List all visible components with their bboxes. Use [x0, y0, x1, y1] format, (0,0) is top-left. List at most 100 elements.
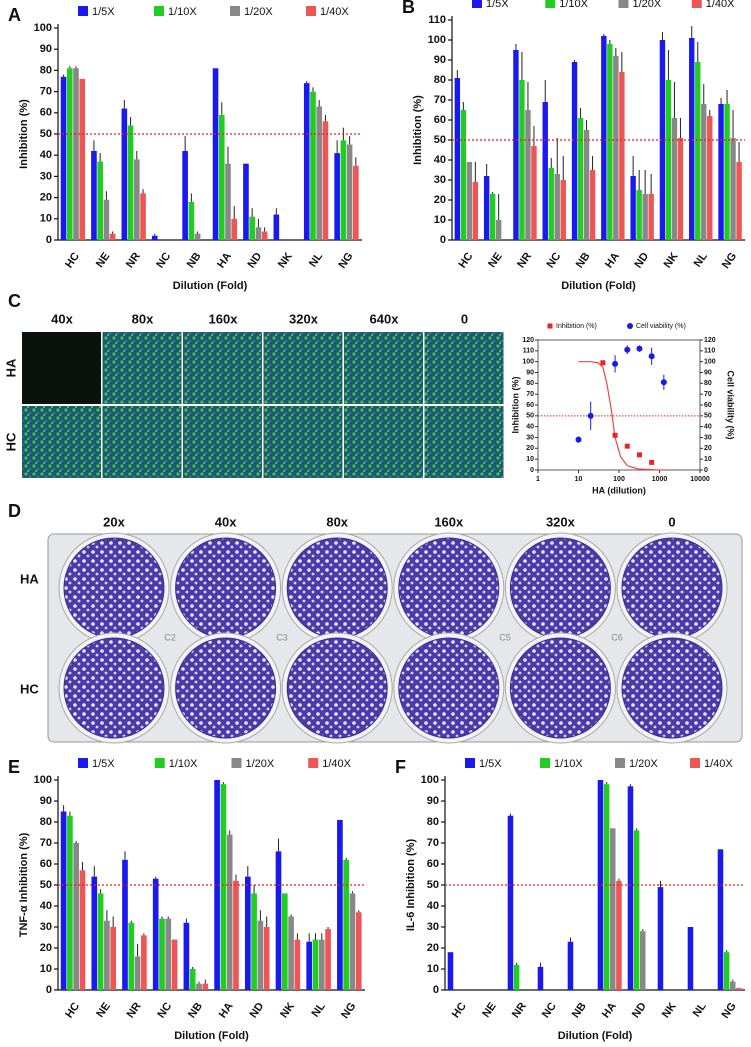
bar	[607, 44, 613, 240]
bar	[66, 68, 73, 240]
y2-tick-label: 0	[704, 467, 708, 474]
y-tick-label: 100	[428, 34, 446, 46]
x-tick-label: HC	[457, 250, 476, 270]
y-tick-label: 110	[428, 14, 446, 26]
bar	[196, 983, 202, 990]
legend-swatch	[615, 758, 625, 768]
y-tick-label: 30	[40, 921, 52, 933]
bar	[730, 981, 736, 990]
x-tick-label: ND	[247, 1000, 266, 1020]
x-tick-label: NL	[691, 1000, 709, 1019]
y-tick-label: 80	[427, 816, 439, 828]
bar	[218, 114, 225, 240]
x-tick-label: NL	[310, 1000, 328, 1019]
point	[575, 436, 582, 443]
x-tick-label: NE	[94, 1001, 113, 1020]
y-tick-label: 100	[421, 774, 439, 786]
bar	[525, 110, 531, 240]
panel-letter: F	[395, 757, 406, 777]
y2-tick-label: 90	[704, 369, 712, 376]
legend-swatch	[545, 0, 556, 8]
x-tick-label: NK	[278, 1000, 297, 1020]
y-tick-label: 60	[40, 107, 52, 119]
bar	[288, 916, 294, 990]
x-tick-label: HA	[217, 1000, 236, 1020]
y2-tick-label: 110	[704, 348, 715, 355]
bar	[633, 830, 640, 990]
bar	[343, 859, 350, 990]
x-tick-label: HC	[63, 250, 82, 270]
point	[624, 346, 631, 353]
y-tick-label: 20	[40, 942, 52, 954]
x-tick-label: NR	[125, 1000, 144, 1020]
bar	[577, 118, 584, 240]
x-tick-label: ND	[632, 250, 651, 270]
y2-tick-label: 20	[704, 445, 712, 452]
bar	[616, 880, 622, 990]
bar	[97, 161, 103, 240]
bar	[294, 939, 301, 990]
bar	[689, 38, 695, 240]
bar	[507, 815, 514, 990]
y-tick-label: 20	[40, 192, 52, 204]
legend-swatch	[618, 0, 629, 8]
point	[660, 379, 667, 386]
x-tick-label: NL	[307, 250, 325, 269]
y-tick-label: 40	[526, 424, 534, 431]
bar	[346, 144, 353, 240]
x-tick-label: NB	[185, 250, 204, 270]
y-tick-label: 80	[40, 816, 52, 828]
bar	[249, 216, 255, 240]
bar	[141, 935, 147, 990]
well	[621, 537, 723, 639]
x-tick-label: NC	[540, 1000, 559, 1020]
bar	[601, 36, 607, 240]
x-tick-label: NE	[94, 251, 113, 270]
bar	[194, 233, 201, 240]
y-axis-title: Inhibition (%)	[412, 95, 424, 165]
bar	[657, 887, 664, 990]
legend-label: 1/40X	[322, 758, 351, 770]
x-tick-label: NC	[155, 1000, 174, 1020]
bar	[312, 939, 319, 990]
bar	[597, 780, 604, 990]
bar	[281, 893, 288, 990]
y2-tick-label: 10	[704, 456, 712, 463]
y-tick-label: 0	[433, 984, 439, 996]
bar	[188, 201, 195, 240]
x-tick-label: NG	[339, 1001, 358, 1021]
bar	[257, 920, 264, 990]
legend-label: 1/10X	[559, 0, 588, 10]
x-tick-label: ND	[630, 1000, 649, 1020]
point	[648, 353, 655, 360]
y-tick-label: 10	[526, 456, 534, 463]
x-axis-title: Dilution (Fold)	[173, 280, 248, 292]
column-label: 40x	[51, 311, 73, 326]
legend-label: 1/20X	[629, 758, 658, 770]
bar	[273, 214, 280, 240]
bar	[152, 878, 159, 990]
well	[286, 537, 388, 639]
bar	[122, 859, 128, 990]
legend-label: 1/20X	[244, 6, 273, 18]
bar	[554, 174, 560, 240]
bar	[225, 163, 231, 240]
x-tick-label: NE	[480, 1001, 499, 1020]
bar	[220, 784, 227, 990]
column-label: 0	[461, 311, 468, 326]
bar	[610, 828, 616, 990]
bar	[718, 104, 724, 240]
y-axis-title: IL-6 Inhibition (%)	[405, 839, 417, 932]
bar	[454, 78, 461, 240]
well	[63, 537, 165, 639]
bar	[318, 939, 325, 990]
point	[612, 432, 618, 438]
column-label: 320x	[546, 514, 576, 529]
microscopy-image	[22, 332, 101, 404]
bar	[91, 150, 97, 240]
legend-swatch	[547, 323, 553, 329]
fit-curve	[578, 361, 667, 471]
y-tick-label: 30	[427, 921, 439, 933]
bar	[91, 876, 98, 990]
